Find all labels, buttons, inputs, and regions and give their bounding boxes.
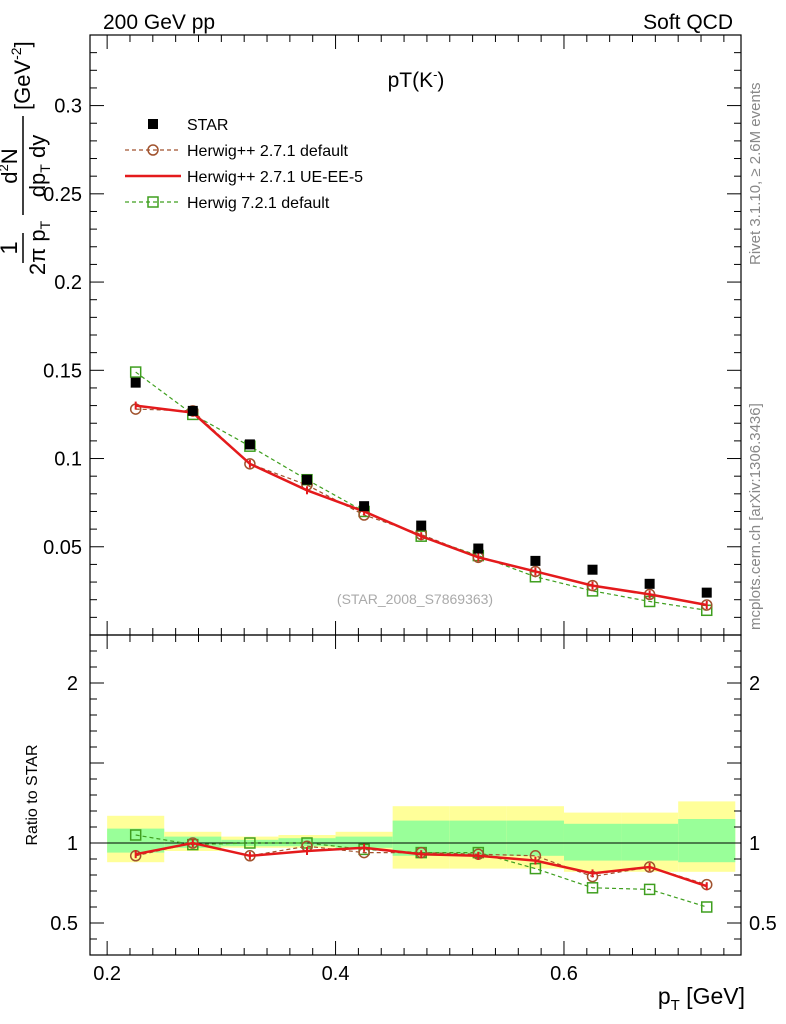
main-y-tick-label: 0.15 bbox=[43, 360, 82, 382]
main-point-star bbox=[587, 564, 598, 575]
axes: 0.2 0.4 0.6 0.05 0.1 0.15 0.2 0.25 0.3 0.5 0.5 1 1 2 2 bbox=[43, 34, 777, 985]
x-tick-label: 0.2 bbox=[93, 963, 121, 985]
band-inner bbox=[678, 819, 736, 863]
ratio-frame bbox=[89, 634, 742, 956]
ratio-y-tick-label-right: 0.5 bbox=[749, 913, 777, 935]
main-point-star bbox=[187, 405, 198, 416]
ratio-bands bbox=[107, 801, 736, 872]
main-y-tick-label: 0.1 bbox=[54, 449, 82, 471]
band-inner bbox=[335, 836, 393, 848]
ratio-point-herwig7 bbox=[244, 837, 256, 849]
main-ylabel: 1 2π pT d2N dpT dy [GeV-2] bbox=[0, 41, 53, 275]
header-left: 200 GeV pp bbox=[103, 11, 215, 34]
main-y-tick-label: 0.2 bbox=[54, 272, 82, 294]
main-y-tick-label: 0.05 bbox=[43, 537, 82, 559]
svg-text:1: 1 bbox=[0, 241, 23, 254]
band-inner bbox=[449, 820, 507, 856]
main-y-tick-label: 0.25 bbox=[43, 184, 82, 206]
svg-text:2π pT: 2π pT bbox=[25, 220, 53, 275]
band-inner bbox=[278, 838, 336, 847]
x-tick-label: 0.6 bbox=[550, 963, 578, 985]
svg-text:[GeV-2]: [GeV-2] bbox=[8, 41, 35, 110]
svg-text:d2N: d2N bbox=[0, 148, 22, 183]
main-point-star bbox=[473, 543, 484, 554]
ratio-y-tick-label-left: 2 bbox=[67, 673, 78, 695]
main-series bbox=[129, 366, 713, 617]
main-point-star bbox=[701, 587, 712, 598]
main-y-tick-label: 0.3 bbox=[54, 96, 82, 118]
legend-label-herwig_ue: Herwig++ 2.7.1 UE-EE-5 bbox=[187, 169, 363, 186]
main-point-star bbox=[359, 501, 370, 512]
band-inner bbox=[506, 820, 564, 856]
band-inner bbox=[563, 823, 622, 861]
ratio-y-tick-label-right: 1 bbox=[749, 833, 760, 855]
rivet-label: Rivet 3.1.10, ≥ 2.6M events bbox=[747, 83, 764, 266]
legend-marker-star bbox=[148, 119, 158, 129]
ratio-ylabel: Ratio to STAR bbox=[24, 744, 41, 845]
ratio-y-tick-label-left: 0.5 bbox=[50, 913, 78, 935]
ratio-point-herwig7 bbox=[129, 829, 142, 841]
legend-label-herwig7: Herwig 7.2.1 default bbox=[187, 195, 330, 212]
ratio-y-tick-label-right: 2 bbox=[749, 673, 760, 695]
ratio-point-herwig7 bbox=[586, 882, 599, 894]
main-line-herwig_ue bbox=[135, 404, 707, 607]
xlabel: pT [GeV] bbox=[658, 983, 745, 1014]
watermark: (STAR_2008_S7869363) bbox=[337, 591, 493, 607]
main-point-star bbox=[130, 377, 141, 388]
ratio-series bbox=[129, 829, 713, 913]
main-line-herwig7 bbox=[135, 371, 707, 611]
source-label: mcplots.cern.ch [arXiv:1306.3436] bbox=[747, 403, 764, 630]
x-tick-label: 0.4 bbox=[322, 963, 350, 985]
legend-marker-herwig7 bbox=[147, 196, 159, 208]
ratio-point-herwig7 bbox=[700, 901, 713, 913]
ratio-point-herwig7 bbox=[643, 883, 656, 896]
legend-label-herwig_default: Herwig++ 2.7.1 default bbox=[187, 143, 349, 160]
band-inner bbox=[392, 820, 450, 856]
main-title: pT(K-) bbox=[388, 67, 445, 92]
main-point-star bbox=[302, 474, 312, 485]
legend-marker-herwig_default bbox=[147, 144, 159, 156]
legend-label-star: STAR bbox=[187, 117, 228, 134]
main-point-herwig_default bbox=[244, 458, 256, 470]
main-point-star bbox=[416, 520, 427, 531]
main-point-herwig7 bbox=[129, 366, 142, 378]
band-inner bbox=[621, 823, 679, 861]
main-point-star bbox=[530, 555, 541, 566]
header-right: Soft QCD bbox=[643, 11, 733, 34]
main-point-star bbox=[244, 439, 255, 450]
ratio-y-tick-label-left: 1 bbox=[67, 833, 78, 855]
legend: STAR Herwig++ 2.7.1 default Herwig++ 2.7.1… bbox=[125, 117, 363, 212]
main-point-star bbox=[644, 578, 655, 589]
